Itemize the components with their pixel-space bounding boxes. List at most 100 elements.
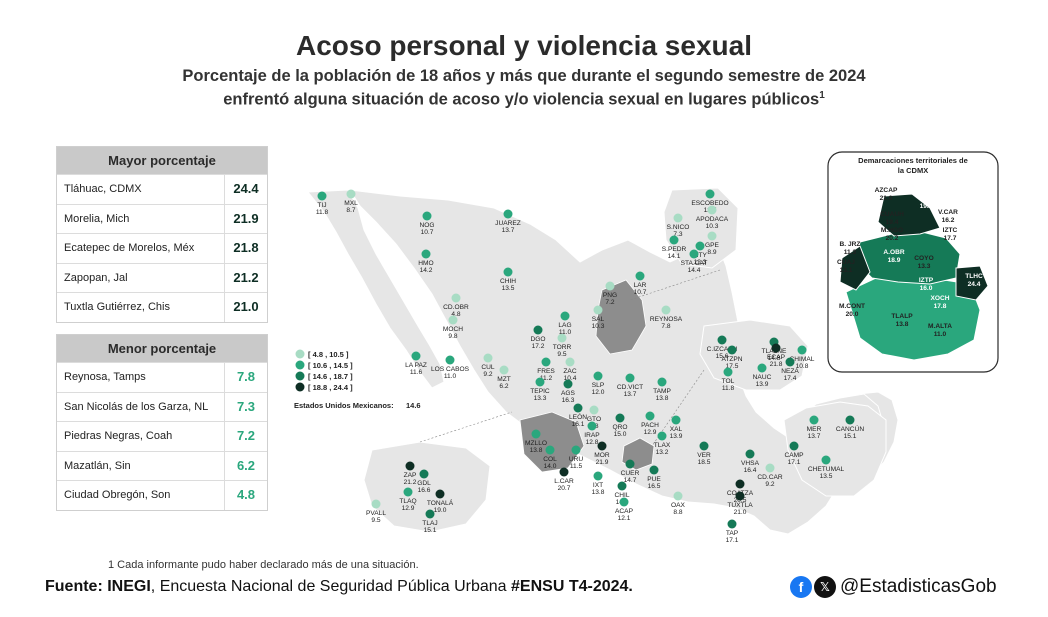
cdmx-district-code: XOCH — [930, 295, 949, 302]
city-dot — [411, 351, 421, 361]
source-line: Fuente: INEGI, Encuesta Nacional de Segu… — [45, 578, 633, 596]
city-name: Tláhuac, CDMX — [64, 183, 142, 195]
city-dot — [797, 345, 807, 355]
city-dot — [671, 415, 681, 425]
city-code: PUE — [647, 476, 661, 483]
city-dot — [689, 249, 699, 259]
city-code: CANCÚN — [836, 424, 864, 433]
city-value-label: 11.5 — [570, 463, 583, 470]
city-code: CUL — [481, 364, 495, 371]
x-twitter-icon[interactable]: 𝕏 — [814, 576, 836, 598]
city-value-label: 12.8 — [586, 439, 599, 446]
city-dot — [605, 281, 615, 291]
city-dot — [723, 367, 733, 377]
city-value-label: 14.8 — [768, 355, 781, 362]
facebook-icon[interactable]: f — [790, 576, 812, 598]
city-value-label: 21.9 — [596, 459, 609, 466]
table-row: San Nicolás de los Garza, NL 7.3 — [57, 391, 267, 421]
city-value: 21.8 — [224, 234, 267, 263]
city-value-label: 17.1 — [726, 537, 739, 544]
city-value-label: 6.2 — [499, 383, 508, 390]
city-code: S.PEDR — [662, 246, 687, 253]
cdmx-district-value: 17.8 — [934, 303, 947, 310]
city-code: ESCOBEDO — [691, 200, 728, 207]
table-row: Ecatepec de Morelos, Méx 21.8 — [57, 233, 267, 263]
city-code: S.NICO — [667, 224, 690, 231]
city-code: VHSA — [741, 460, 760, 467]
highest-percentage-table: Mayor porcentaje Tláhuac, CDMX 24.4 Morel… — [56, 146, 268, 323]
city-dot — [535, 377, 545, 387]
highest-table-header: Mayor porcentaje — [57, 147, 267, 174]
city-dot — [845, 415, 855, 425]
cdmx-district-code: AZCAP — [875, 187, 898, 194]
city-dot — [699, 441, 709, 451]
city-value: 24.4 — [224, 175, 267, 204]
cdmx-west-districts — [839, 245, 871, 291]
city-dot — [571, 445, 581, 455]
city-code: VER — [697, 452, 711, 459]
subtitle-footnote-mark: 1 — [819, 90, 825, 101]
city-value-label: 13.8 — [592, 489, 605, 496]
city-dot — [705, 189, 715, 199]
city-value-label: 13.7 — [624, 391, 637, 398]
city-dot — [593, 305, 603, 315]
cdmx-district-code: GAM — [918, 195, 934, 202]
city-code: PNG — [603, 292, 617, 299]
legend-label-1: [ 4.8 , 10.5 ] — [308, 350, 349, 359]
city-value-label: 7.3 — [673, 231, 682, 238]
cdmx-district-code: M.ALTA — [928, 323, 952, 330]
city-code: TLAX — [654, 442, 671, 449]
city-code: XAL — [670, 426, 683, 433]
city-value-label: 7.2 — [605, 299, 614, 306]
city-dot — [673, 213, 683, 223]
city-value-label: 15.0 — [614, 431, 627, 438]
legend-swatch-3 — [295, 371, 305, 381]
city-dot — [503, 267, 513, 277]
city-code: CHIH — [500, 278, 516, 285]
table-row: Ciudad Obregón, Son 4.8 — [57, 480, 267, 510]
city-dot — [669, 235, 679, 245]
monterrey-inset-land — [663, 187, 739, 269]
city-code: TUXTLA — [727, 502, 753, 509]
city-value-label: 14.0 — [544, 463, 557, 470]
source-text: , Encuesta Nacional de Seguridad Pública… — [150, 578, 512, 595]
city-dot — [533, 325, 543, 335]
city-dot — [565, 357, 575, 367]
city-code: TLAQ — [399, 498, 416, 505]
city-code: STA.CAT — [681, 260, 708, 267]
city-dot — [403, 487, 413, 497]
city-dot — [573, 403, 583, 413]
city-dot — [617, 481, 627, 491]
city-dot — [589, 405, 599, 415]
city-code: IRAP — [584, 432, 600, 439]
baja-california-land — [306, 189, 445, 389]
city-code: MZLLO — [525, 440, 547, 447]
city-name: Zapopan, Jal — [64, 271, 128, 284]
source-survey: #ENSU T4-2024. — [511, 578, 633, 595]
social-handle-text[interactable]: @EstadisticasGob — [840, 576, 997, 597]
city-value: 6.2 — [224, 451, 267, 480]
table-row: Reynosa, Tamps 7.8 — [57, 362, 267, 392]
city-dot — [448, 315, 458, 325]
city-code: ATZPN — [721, 356, 742, 363]
city-value-label: 19.0 — [434, 507, 447, 514]
city-value-label: 17.4 — [784, 375, 797, 382]
